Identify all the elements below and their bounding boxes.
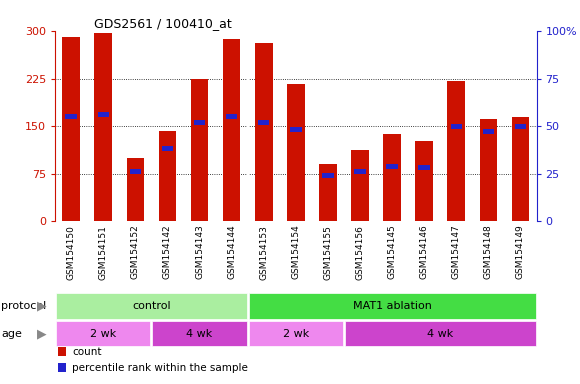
Bar bbox=[319, 164, 337, 221]
Text: GSM154145: GSM154145 bbox=[387, 225, 397, 280]
Bar bbox=[287, 84, 305, 221]
Bar bbox=[56, 293, 246, 319]
Bar bbox=[512, 117, 530, 221]
Bar bbox=[290, 127, 302, 132]
Text: age: age bbox=[1, 329, 22, 339]
Text: MAT1 ablation: MAT1 ablation bbox=[353, 301, 432, 311]
Text: GSM154143: GSM154143 bbox=[195, 225, 204, 280]
Bar bbox=[97, 112, 109, 117]
Bar bbox=[451, 124, 462, 129]
Text: GDS2561 / 100410_at: GDS2561 / 100410_at bbox=[93, 17, 231, 30]
Text: GSM154142: GSM154142 bbox=[163, 225, 172, 280]
Text: percentile rank within the sample: percentile rank within the sample bbox=[72, 363, 248, 373]
Text: protocol: protocol bbox=[1, 301, 46, 311]
Text: GSM154155: GSM154155 bbox=[324, 225, 332, 280]
Text: GSM154150: GSM154150 bbox=[67, 225, 75, 280]
Text: 4 wk: 4 wk bbox=[427, 329, 454, 339]
Bar bbox=[255, 43, 273, 221]
Text: GSM154152: GSM154152 bbox=[131, 225, 140, 280]
Text: GSM154149: GSM154149 bbox=[516, 225, 525, 280]
Text: 2 wk: 2 wk bbox=[282, 329, 309, 339]
Bar bbox=[418, 166, 430, 170]
Text: control: control bbox=[132, 301, 171, 311]
Text: 2 wk: 2 wk bbox=[90, 329, 117, 339]
Bar bbox=[480, 119, 497, 221]
Text: count: count bbox=[72, 348, 102, 358]
Bar bbox=[95, 33, 112, 221]
Text: GSM154146: GSM154146 bbox=[420, 225, 429, 280]
Bar bbox=[62, 37, 80, 221]
Bar bbox=[354, 169, 366, 174]
Text: GSM154144: GSM154144 bbox=[227, 225, 236, 280]
Bar bbox=[66, 114, 77, 119]
Bar bbox=[129, 169, 141, 174]
Bar bbox=[56, 321, 150, 346]
Text: GSM154156: GSM154156 bbox=[356, 225, 364, 280]
Text: ▶: ▶ bbox=[37, 327, 46, 340]
Bar bbox=[447, 81, 465, 221]
Text: ▶: ▶ bbox=[37, 300, 46, 313]
Text: 4 wk: 4 wk bbox=[186, 329, 213, 339]
Bar bbox=[223, 39, 241, 221]
Bar bbox=[57, 363, 66, 372]
Text: GSM154154: GSM154154 bbox=[291, 225, 300, 280]
Bar bbox=[415, 141, 433, 221]
Bar bbox=[191, 79, 208, 221]
Bar bbox=[322, 173, 334, 178]
Bar bbox=[383, 134, 401, 221]
Bar bbox=[249, 293, 535, 319]
Bar bbox=[57, 347, 66, 356]
Bar bbox=[483, 129, 494, 134]
Bar bbox=[126, 158, 144, 221]
Bar bbox=[153, 321, 246, 346]
Bar bbox=[351, 150, 369, 221]
Bar bbox=[158, 131, 176, 221]
Text: GSM154151: GSM154151 bbox=[99, 225, 108, 280]
Bar bbox=[194, 120, 205, 125]
Text: GSM154148: GSM154148 bbox=[484, 225, 493, 280]
Bar bbox=[386, 164, 398, 169]
Bar bbox=[249, 321, 343, 346]
Bar bbox=[162, 146, 173, 152]
Bar bbox=[514, 124, 526, 129]
Text: GSM154147: GSM154147 bbox=[452, 225, 461, 280]
Bar bbox=[226, 114, 237, 119]
Text: GSM154153: GSM154153 bbox=[259, 225, 268, 280]
Bar bbox=[258, 120, 270, 125]
Bar bbox=[345, 321, 535, 346]
